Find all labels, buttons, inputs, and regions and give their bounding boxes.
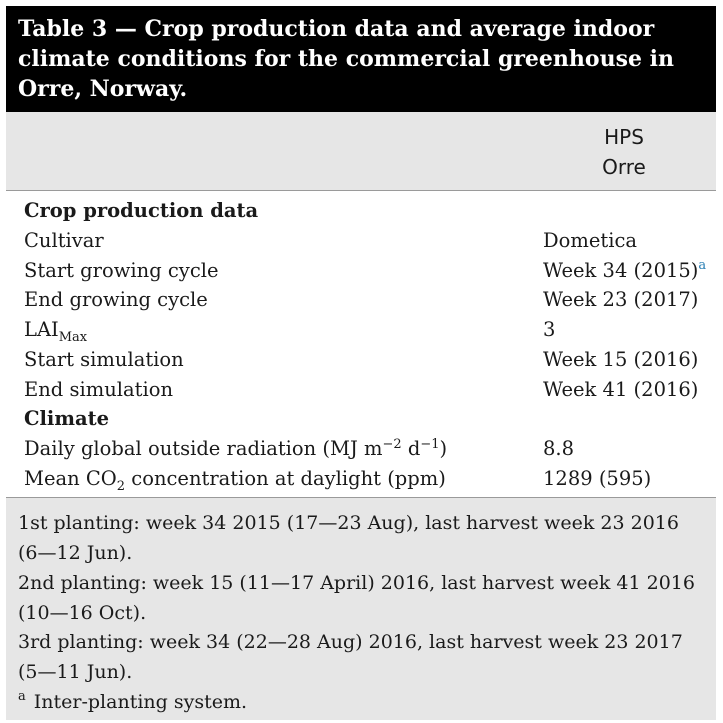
section-heading-crop: Crop production data bbox=[24, 199, 259, 222]
radiation-label-pre: Daily global outside radiation (MJ m bbox=[24, 437, 383, 460]
row-label-start-cycle: Start growing cycle bbox=[24, 259, 219, 282]
footnote-line: 2nd planting: week 15 (11—17 April) 2016… bbox=[18, 572, 695, 594]
radiation-label-mid: d bbox=[401, 437, 421, 460]
row-label-lai: LAIMax bbox=[24, 315, 87, 345]
row-value-lai: 3 bbox=[543, 318, 556, 341]
footnote-marker-a: a bbox=[698, 258, 707, 273]
footnote-a-marker: a bbox=[18, 689, 26, 704]
row-value-radiation: 8.8 bbox=[543, 437, 575, 460]
lai-subscript: Max bbox=[58, 330, 88, 345]
row-label-radiation: Daily global outside radiation (MJ m−2 d… bbox=[24, 434, 447, 464]
column-header-orre: Orre bbox=[602, 155, 646, 179]
radiation-exponent-2: −1 bbox=[420, 437, 440, 452]
row-label-end-cycle: End growing cycle bbox=[24, 288, 208, 311]
column-header-band: HPS Orre bbox=[6, 112, 716, 191]
row-value-start-cycle: Week 34 (2015)a bbox=[543, 256, 706, 286]
radiation-label-post: ) bbox=[439, 437, 448, 460]
table-title: Table 3 — Crop production data and avera… bbox=[6, 6, 716, 112]
co2-label-pre: Mean CO bbox=[24, 467, 117, 490]
lai-label-text: LAI bbox=[24, 318, 59, 341]
section-heading-climate: Climate bbox=[24, 407, 110, 430]
footnote-line: (10—16 Oct). bbox=[18, 602, 147, 624]
title-line: Table 3 — Crop production data and avera… bbox=[18, 16, 655, 42]
title-line: climate conditions for the commercial gr… bbox=[18, 46, 674, 72]
row-label-co2: Mean CO2 concentration at daylight (ppm) bbox=[24, 464, 446, 494]
footnote-line: 3rd planting: week 34 (22—28 Aug) 2016, … bbox=[18, 631, 683, 653]
title-line: Orre, Norway. bbox=[18, 76, 188, 102]
start-cycle-value-text: Week 34 (2015) bbox=[543, 259, 699, 282]
row-value-end-sim: Week 41 (2016) bbox=[543, 378, 699, 401]
radiation-exponent-1: −2 bbox=[382, 437, 402, 452]
row-value-start-sim: Week 15 (2016) bbox=[543, 348, 699, 371]
footnote-line: (5—11 Jun). bbox=[18, 661, 133, 683]
co2-label-post: concentration at daylight (ppm) bbox=[125, 467, 446, 490]
co2-subscript: 2 bbox=[116, 479, 126, 494]
column-header-hps: HPS bbox=[604, 125, 644, 149]
row-label-end-sim: End simulation bbox=[24, 378, 174, 401]
footnote-a-text: Inter-planting system. bbox=[33, 691, 248, 713]
table-footnotes: 1st planting: week 34 2015 (17—23 Aug), … bbox=[6, 497, 716, 720]
row-label-start-sim: Start simulation bbox=[24, 348, 184, 371]
table-body: Crop production data Cultivar Dometica S… bbox=[6, 191, 716, 497]
footnote-line: (6—12 Jun). bbox=[18, 542, 133, 564]
row-value-end-cycle: Week 23 (2017) bbox=[543, 288, 699, 311]
row-label-cultivar: Cultivar bbox=[24, 229, 104, 252]
footnote-line: 1st planting: week 34 2015 (17—23 Aug), … bbox=[18, 512, 679, 534]
row-value-cultivar: Dometica bbox=[543, 229, 638, 252]
table-container: Table 3 — Crop production data and avera… bbox=[6, 6, 716, 720]
row-value-co2: 1289 (595) bbox=[543, 467, 652, 490]
footnote-a: a Inter-planting system. bbox=[18, 687, 247, 717]
